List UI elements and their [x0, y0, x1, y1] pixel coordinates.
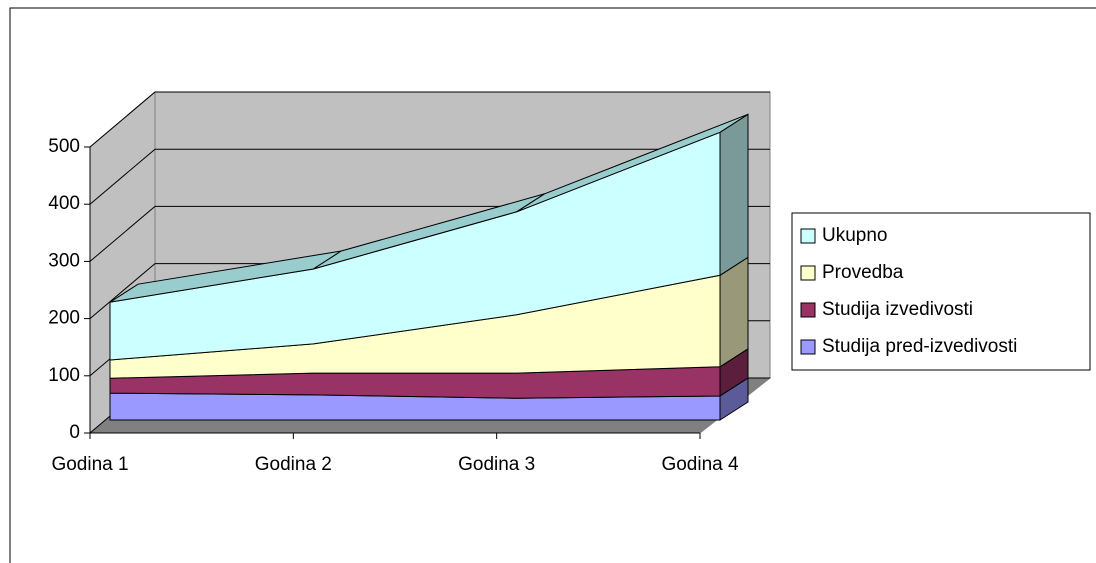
area-side [719, 256, 749, 368]
legend-label: Provedba [822, 262, 904, 283]
y-tick-label: 400 [48, 193, 80, 214]
y-tick-label: 300 [48, 250, 80, 271]
x-tick-label: Godina 2 [255, 454, 332, 475]
legend-box [791, 212, 1091, 371]
legend-swatch [800, 302, 816, 318]
y-tick-label: 0 [69, 422, 80, 443]
x-tick-label: Godina 3 [458, 454, 535, 475]
legend-swatch [800, 228, 816, 244]
legend-swatch [800, 339, 816, 355]
grid-line [89, 91, 770, 148]
grid-line [89, 148, 770, 205]
y-tick-label: 500 [48, 136, 80, 157]
y-tick-label: 200 [48, 308, 80, 329]
x-tick-label: Godina 1 [51, 454, 128, 475]
legend-swatch [800, 265, 816, 281]
area-side [719, 113, 749, 277]
x-tick-label: Godina 4 [661, 454, 739, 475]
legend-label: Studija izvedivosti [822, 299, 973, 320]
area-top [516, 113, 749, 213]
legend: Ukupno Provedba Studija izvedivosti Studija… [791, 212, 1091, 371]
y-tick-label: 100 [48, 365, 80, 386]
legend-label: Ukupno [822, 225, 888, 246]
legend-label: Studija pred-izvedivosti [822, 336, 1017, 357]
